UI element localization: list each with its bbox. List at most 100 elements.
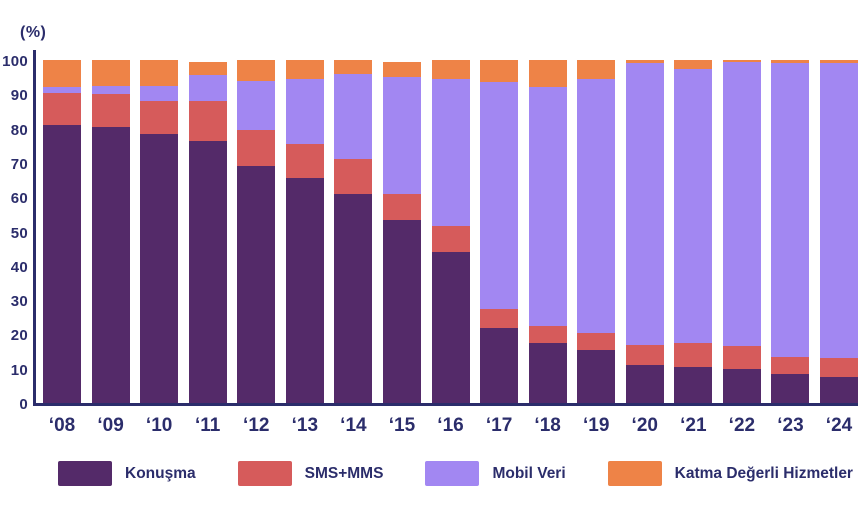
y-tick-label: 100 bbox=[2, 53, 28, 70]
bar-segment-konu-ma bbox=[334, 193, 373, 403]
legend-label: Katma Değerli Hizmetler bbox=[674, 464, 853, 482]
y-tick-label: 60 bbox=[10, 190, 28, 208]
bar-segment-sms-mms bbox=[820, 358, 858, 378]
bar-segment-sms-mms bbox=[334, 159, 373, 194]
bar-group-24: ‘24 bbox=[820, 60, 858, 436]
bar-segment-mobil-veri bbox=[771, 63, 810, 357]
bar-segment-konu-ma bbox=[820, 377, 858, 403]
bar-segment-mobil-veri bbox=[431, 78, 470, 227]
legend-item-mobil-veri: Mobil Veri bbox=[425, 461, 566, 486]
bar-segment-mobil-veri bbox=[625, 63, 664, 345]
bar-segment-mobil-veri bbox=[674, 68, 713, 343]
bar-segment-konu-ma bbox=[771, 373, 810, 403]
bar-segment-konu-ma bbox=[577, 349, 616, 403]
bar-segment-konu-ma bbox=[382, 219, 421, 403]
y-axis-unit-label: (%) bbox=[20, 24, 47, 41]
x-axis-year-label: ‘18 bbox=[534, 415, 561, 436]
bar-segment-katma-de-erli-hizmetler bbox=[91, 60, 130, 86]
bar-group-14: ‘14 bbox=[334, 60, 373, 436]
x-axis-year-label: ‘14 bbox=[340, 415, 367, 436]
x-axis-year-label: ‘10 bbox=[145, 415, 173, 436]
bar-segment-sms-mms bbox=[140, 101, 179, 134]
bar-group-10: ‘10 bbox=[140, 60, 179, 436]
bar-segment-katma-de-erli-hizmetler bbox=[382, 61, 421, 78]
y-tick-label: 50 bbox=[10, 224, 28, 242]
legend-item-sms-mms: SMS+MMS bbox=[237, 461, 383, 486]
bar-segment-sms-mms bbox=[674, 343, 713, 367]
x-axis-year-label: ‘19 bbox=[582, 415, 610, 436]
bar-segment-konu-ma bbox=[43, 125, 81, 403]
bar-segment-katma-de-erli-hizmetler bbox=[188, 61, 227, 76]
x-axis-year-label: ‘22 bbox=[728, 415, 756, 436]
x-axis-year-label: ‘13 bbox=[291, 415, 319, 436]
x-axis-year-label: ‘12 bbox=[243, 415, 270, 436]
x-axis-year-label: ‘16 bbox=[437, 415, 464, 436]
legend-swatch bbox=[607, 461, 662, 486]
bar-segment-sms-mms bbox=[237, 130, 276, 167]
legend-label: Konuşma bbox=[125, 464, 196, 482]
y-tick-label: 80 bbox=[10, 121, 28, 139]
bar-segment-katma-de-erli-hizmetler bbox=[528, 60, 567, 88]
bar-segment-katma-de-erli-hizmetler bbox=[334, 60, 373, 74]
bar-segment-konu-ma bbox=[91, 126, 130, 403]
bar-segment-konu-ma bbox=[237, 166, 276, 403]
legend-label: Mobil Veri bbox=[492, 464, 566, 482]
bar-segment-mobil-veri bbox=[140, 85, 179, 102]
bar-segment-konu-ma bbox=[480, 327, 519, 403]
legend-item-katma-de-erli-hizmetler: Katma Değerli Hizmetler bbox=[607, 461, 853, 486]
bar-segment-sms-mms bbox=[431, 226, 470, 253]
y-tick-label: 30 bbox=[10, 293, 28, 311]
legend-swatch bbox=[425, 461, 480, 486]
y-tick-label: 40 bbox=[10, 258, 28, 276]
bar-group-18: ‘18 bbox=[528, 60, 567, 436]
bar-segment-katma-de-erli-hizmetler bbox=[237, 60, 276, 81]
bar-segment-katma-de-erli-hizmetler bbox=[722, 60, 761, 62]
bar-segment-katma-de-erli-hizmetler bbox=[625, 60, 664, 64]
x-axis-year-label: ‘17 bbox=[485, 415, 513, 436]
bar-group-15: ‘15 bbox=[382, 60, 421, 436]
bar-segment-sms-mms bbox=[577, 332, 616, 350]
bar-segment-konu-ma bbox=[722, 368, 761, 403]
bar-group-17: ‘17 bbox=[480, 60, 519, 436]
bar-segment-sms-mms bbox=[771, 356, 810, 374]
bar-segment-sms-mms bbox=[625, 344, 664, 366]
bar-segment-sms-mms bbox=[43, 92, 81, 126]
bar-segment-sms-mms bbox=[528, 325, 567, 343]
bar-segment-katma-de-erli-hizmetler bbox=[43, 60, 81, 88]
bar-segment-mobil-veri bbox=[188, 75, 227, 102]
bar-segment-konu-ma bbox=[674, 367, 713, 403]
bar-segment-mobil-veri bbox=[91, 85, 130, 95]
x-axis-year-label: ‘24 bbox=[825, 415, 853, 436]
bars-container: ‘08 ‘09 ‘10 ‘11 ‘12 ‘13 ‘14 ‘15 ‘16 ‘17 ‘18 ‘19 ‘20 ‘… bbox=[43, 60, 858, 436]
x-axis-year-label: ‘15 bbox=[388, 415, 416, 436]
bar-segment-mobil-veri bbox=[480, 82, 519, 309]
bar-segment-mobil-veri bbox=[43, 87, 81, 93]
legend-swatch bbox=[237, 461, 292, 486]
bar-segment-mobil-veri bbox=[820, 63, 858, 359]
y-tick-label: 20 bbox=[10, 327, 28, 345]
bar-segment-katma-de-erli-hizmetler bbox=[577, 60, 616, 79]
bar-segment-katma-de-erli-hizmetler bbox=[285, 60, 324, 79]
bar-group-08: ‘08 bbox=[43, 60, 81, 436]
bar-segment-konu-ma bbox=[188, 140, 227, 403]
bar-segment-konu-ma bbox=[528, 342, 567, 403]
y-tick-label: 0 bbox=[19, 396, 28, 413]
y-tick-label: 90 bbox=[10, 87, 28, 105]
bar-segment-katma-de-erli-hizmetler bbox=[140, 60, 179, 86]
bar-segment-katma-de-erli-hizmetler bbox=[674, 60, 713, 69]
bar-segment-sms-mms bbox=[480, 308, 519, 328]
bar-segment-konu-ma bbox=[140, 133, 179, 403]
legend: Konuşma SMS+MMS Mobil Veri Katma Değerli Hi… bbox=[58, 461, 853, 486]
x-axis-year-label: ‘11 bbox=[195, 415, 221, 436]
bar-segment-sms-mms bbox=[722, 346, 761, 369]
x-axis-year-label: ‘09 bbox=[97, 415, 124, 436]
x-axis-year-label: ‘20 bbox=[631, 415, 658, 436]
bar-group-19: ‘19 bbox=[577, 60, 616, 436]
bar-segment-mobil-veri bbox=[528, 87, 567, 326]
bar-segment-mobil-veri bbox=[334, 73, 373, 160]
bar-segment-katma-de-erli-hizmetler bbox=[820, 60, 858, 64]
bar-segment-konu-ma bbox=[431, 252, 470, 403]
bar-group-22: ‘22 bbox=[722, 60, 761, 436]
bar-segment-katma-de-erli-hizmetler bbox=[480, 60, 519, 83]
